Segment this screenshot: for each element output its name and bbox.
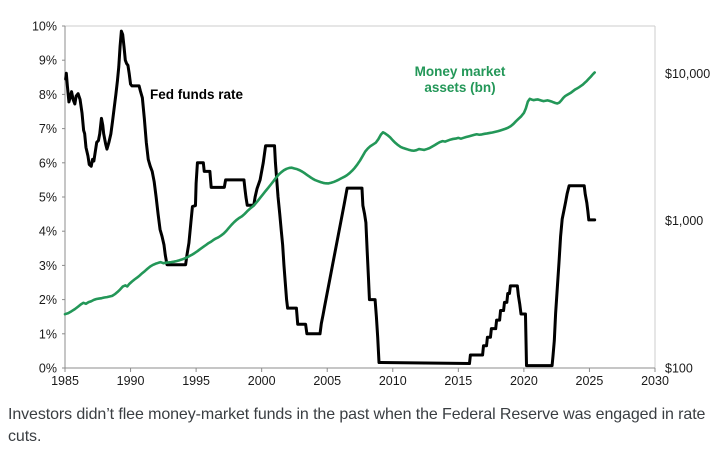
x-tick-label: 1985 <box>51 374 79 388</box>
right-tick-label: $100 <box>665 362 693 376</box>
x-tick-label: 1995 <box>182 374 210 388</box>
fed-funds-line <box>64 29 597 368</box>
x-tick-label: 2015 <box>444 374 472 388</box>
left-tick-label: 2% <box>39 293 57 307</box>
money-market-assets-label: Money market assets (bn) <box>414 64 506 95</box>
left-tick-label: 6% <box>39 156 57 170</box>
left-tick-label: 3% <box>39 259 57 273</box>
chart-canvas: 1985 1990 1995 2000 2005 2010 2015 2020 2025 2030… <box>32 20 710 389</box>
x-tick-label: 2030 <box>641 374 669 388</box>
left-tick-label: 0% <box>39 362 57 376</box>
x-tick-label: 2005 <box>313 374 341 388</box>
chart-area: 1985 1990 1995 2000 2005 2010 2015 2020 2025 2030… <box>32 20 710 389</box>
right-tick-label: $10,000 <box>665 67 710 81</box>
x-tick-label: 2020 <box>510 374 538 388</box>
x-tick-label: 2025 <box>576 374 604 388</box>
x-tick-label: 1990 <box>117 374 145 388</box>
money-market-line <box>63 71 596 316</box>
left-tick-label: 9% <box>39 54 57 68</box>
x-tick-label: 2010 <box>379 374 407 388</box>
left-tick-label: 1% <box>39 327 57 341</box>
x-tick-label: 2000 <box>248 374 276 388</box>
left-tick-label: 10% <box>32 20 57 34</box>
fed-funds-rate-label: Fed funds rate <box>150 87 244 102</box>
left-tick-label: 7% <box>39 122 57 136</box>
left-tick-label: 8% <box>39 88 57 102</box>
left-tick-label: 5% <box>39 191 57 205</box>
figure-caption: Investors didn’t flee money-market funds… <box>8 406 706 445</box>
left-tick-label: 4% <box>39 225 57 239</box>
right-tick-label: $1,000 <box>665 214 703 228</box>
